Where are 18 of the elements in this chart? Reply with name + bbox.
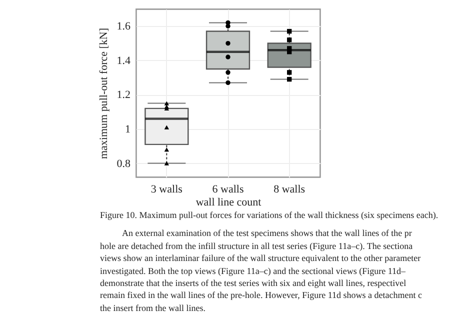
text: An external examination of the test specimens shows that the wall lines of the pr <box>122 227 413 240</box>
y-tick-label: 1 <box>125 124 130 136</box>
x-tick-label: 8 walls <box>274 184 306 196</box>
x-tick-label: 3 walls <box>150 184 182 196</box>
text: hole are detached from the infill structure in all test series (Figure 11a–c). The sectiona <box>100 240 414 252</box>
y-axis-title: maximum pull-out force [kN] <box>98 28 110 160</box>
y-tick-label: 1.4 <box>116 54 131 67</box>
text: the insert from the wall lines. <box>100 302 206 313</box>
y-tick-label: 0.8 <box>116 158 131 170</box>
y-tick-label: 1.2 <box>116 89 130 102</box>
x-tick-label: 6 walls <box>212 184 244 196</box>
text: investigated. Both the top views (Figure 11a–c) and the sectional views (Figure 11d– <box>100 264 407 278</box>
y-tick-label: 1.6 <box>116 20 131 33</box>
text: views show an interlaminar failure of the wall structure equivalent to the other parameter <box>100 252 422 265</box>
text: demonstrate that the inserts of the test series with six and eight wall lines, respectivel <box>100 277 408 290</box>
text: remain fixed in the wall lines of the pre-hole. However, Figure 11d shows a detachment c <box>100 289 423 302</box>
x-axis-title: wall line count <box>196 196 262 208</box>
caption: Figure 10. Maximum pull-out forces for variations of the wall thickness (six specimens each). <box>100 209 440 222</box>
